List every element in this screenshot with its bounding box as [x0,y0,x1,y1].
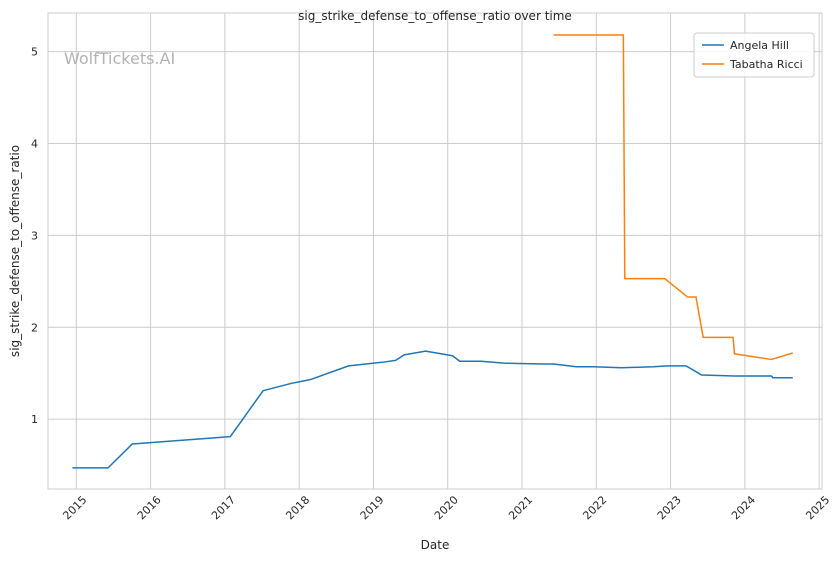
series-line-tabatha-ricci [553,34,793,361]
chart-title: sig_strike_defense_to_offense_ratio over… [298,9,572,23]
x-tick-label: 2024 [729,493,758,522]
x-tick-labels: 2015 2016 2017 2018 2019 2020 2021 2022 2023 2024… [60,493,832,522]
y-tick-labels: 1 2 3 4 5 [31,46,38,427]
plot-background [48,13,822,489]
x-tick-label: 2017 [209,493,238,522]
y-tick-label: 5 [31,46,38,59]
y-tick-label: 2 [31,321,38,334]
x-tick-label: 2020 [432,493,461,522]
watermark-text: WolfTickets.AI [64,49,175,68]
grid [48,13,822,489]
y-tick-label: 1 [31,413,38,426]
legend-box [693,32,815,78]
x-tick-label: 2022 [580,493,609,522]
x-tick-label: 2025 [803,493,832,522]
y-axis-label: sig_strike_defense_to_offense_ratio [8,145,22,357]
plot-frame [47,12,823,490]
x-tick-label: 2018 [283,493,312,522]
series-line-angela-hill [72,350,793,469]
x-tick-label: 2019 [358,493,387,522]
x-tick-label: 2023 [655,493,684,522]
legend-label: Tabatha Ricci [729,58,803,71]
x-tick-label: 2015 [60,493,89,522]
x-tick-label: 2021 [506,493,535,522]
y-tick-label: 4 [31,137,38,150]
y-tick-label: 3 [31,229,38,242]
series-lines [72,34,793,469]
x-axis-label: Date [421,538,450,552]
x-tick-label: 2016 [135,493,164,522]
legend: Angela Hill Tabatha Ricci [693,32,815,78]
legend-label: Angela Hill [730,39,789,52]
